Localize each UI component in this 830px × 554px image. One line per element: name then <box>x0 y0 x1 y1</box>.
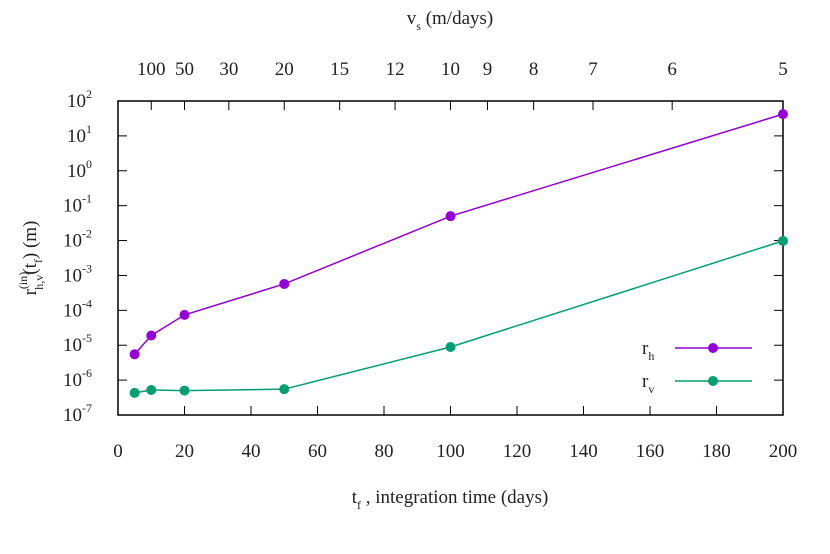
data-point <box>279 278 290 289</box>
y-tick-label: 10-4 <box>63 296 92 321</box>
legend-marker <box>708 376 718 386</box>
x2-label-part: (m/days) <box>421 8 493 29</box>
y-tick-base: 10 <box>67 161 86 182</box>
y-tick-base: 10 <box>63 405 82 426</box>
y-tick-label: 10-6 <box>63 366 92 391</box>
y-tick-label: 10-1 <box>63 192 92 217</box>
legend-name: r <box>642 338 649 359</box>
data-point <box>445 211 456 222</box>
data-point <box>129 349 140 360</box>
y-tick-base: 10 <box>67 126 86 147</box>
data-point <box>778 109 788 120</box>
x2-tick-label: 15 <box>330 59 349 80</box>
y-tick-exponent: 1 <box>86 122 92 136</box>
x-tick-label: 100 <box>436 441 465 462</box>
x2-tick-label: 8 <box>529 59 539 80</box>
y-tick-base: 10 <box>63 231 82 252</box>
x-tick-label: 200 <box>769 441 798 462</box>
plot-border <box>117 100 784 416</box>
x2-axis-label: vs (m/days) <box>407 8 493 33</box>
x-tick-label: 160 <box>636 441 665 462</box>
y-axis-label: r(in) h,v(tf) (m) <box>16 221 46 296</box>
x2-tick-label: 10 <box>441 59 460 80</box>
data-point <box>146 385 157 396</box>
x-tick-label: 20 <box>175 441 194 462</box>
y-tick-base: 10 <box>63 300 82 321</box>
y-tick-base: 10 <box>63 370 82 391</box>
y-tick-base: 10 <box>67 91 86 112</box>
y-label-part: (in) <box>16 272 30 289</box>
y-tick-exponent: -7 <box>82 401 92 415</box>
legend-subscript: v <box>648 382 654 396</box>
x-tick-label: 40 <box>242 441 261 462</box>
y-tick-label: 10-2 <box>63 227 92 252</box>
data-point <box>146 330 157 341</box>
x2-label-part: v <box>407 8 417 29</box>
data-point <box>179 309 190 320</box>
legend-name: r <box>642 371 649 392</box>
legend-subscript: h <box>648 349 654 363</box>
x-tick-label: 80 <box>375 441 394 462</box>
x-label-part: , integration time (days) <box>361 487 548 508</box>
data-point <box>129 387 140 398</box>
y-tick-exponent: -1 <box>82 192 92 206</box>
x2-tick-label: 9 <box>483 59 493 80</box>
x2-tick-label: 5 <box>778 59 788 80</box>
y-label-part: f <box>31 259 45 263</box>
x2-tick-label: 6 <box>667 59 677 80</box>
legend-label: rh <box>642 338 654 363</box>
x2-tick-label: 7 <box>588 59 598 80</box>
data-point <box>445 341 456 352</box>
x-tick-label: 140 <box>569 441 598 462</box>
y-tick-exponent: -4 <box>82 296 92 310</box>
x2-tick-label: 100 <box>137 59 166 80</box>
series-line <box>134 240 784 394</box>
y-tick-label: 100 <box>67 157 92 182</box>
x2-tick-label: 30 <box>219 59 238 80</box>
x-label-part: t <box>352 487 358 508</box>
data-point <box>279 384 290 395</box>
x2-tick-label: 50 <box>175 59 194 80</box>
data-point <box>179 385 190 396</box>
y-tick-label: 101 <box>67 122 92 147</box>
y-tick-exponent: -5 <box>82 331 92 345</box>
x-tick-label: 180 <box>702 441 731 462</box>
y-label-part: ) (m) <box>20 221 41 260</box>
y-label-part: r <box>20 288 41 295</box>
x2-tick-label: 12 <box>386 59 405 80</box>
y-tick-exponent: -2 <box>82 227 92 241</box>
x2-label-part: s <box>416 19 421 33</box>
y-tick-label: 10-7 <box>63 401 92 426</box>
x-tick-label: 0 <box>113 441 123 462</box>
data-point <box>778 235 788 246</box>
y-tick-exponent: 2 <box>86 87 92 101</box>
y-label-part: (t <box>20 262 41 274</box>
x2-tick-label: 20 <box>275 59 294 80</box>
x-label-part: f <box>357 498 361 512</box>
y-tick-exponent: 0 <box>86 157 92 171</box>
series-line <box>134 113 784 355</box>
legend-marker <box>708 343 718 353</box>
legend-label: rv <box>642 371 654 396</box>
y-tick-base: 10 <box>63 265 82 286</box>
x-tick-label: 60 <box>308 441 327 462</box>
y-tick-label: 10-5 <box>63 331 92 356</box>
y-tick-label: 10-3 <box>63 261 92 286</box>
x-axis-label: tf , integration time (days) <box>352 487 549 512</box>
x-tick-label: 120 <box>503 441 532 462</box>
y-tick-base: 10 <box>63 335 82 356</box>
y-tick-exponent: -6 <box>82 366 92 380</box>
y-tick-base: 10 <box>63 196 82 217</box>
y-tick-label: 102 <box>67 87 92 112</box>
y-label-part: h,v <box>32 275 46 290</box>
y-tick-exponent: -3 <box>82 261 92 275</box>
